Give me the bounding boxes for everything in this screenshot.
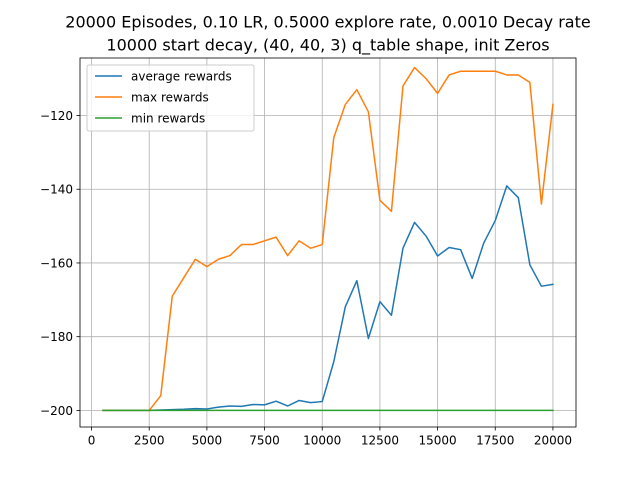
y-tick-label: −160 xyxy=(40,256,73,270)
x-tick-label: 0 xyxy=(88,434,96,448)
plot-area-frame xyxy=(79,57,577,428)
legend-label-average-rewards: average rewards xyxy=(131,70,232,84)
x-tick-label: 7500 xyxy=(249,434,280,448)
series-line-average-rewards xyxy=(102,185,554,412)
plot-series xyxy=(102,66,554,412)
x-tick-label: 20000 xyxy=(534,434,572,448)
y-tick-label: −120 xyxy=(40,109,73,123)
x-tick-label: 2500 xyxy=(134,434,165,448)
legend: average rewards max rewards min rewards xyxy=(86,64,255,132)
y-tick-label: −180 xyxy=(40,330,73,344)
chart-title-line-2: 10000 start decay, (40, 40, 3) q_table s… xyxy=(106,36,549,56)
series-line-max-rewards xyxy=(102,66,554,412)
x-tick-label: 12500 xyxy=(361,434,399,448)
x-tick-label: 10000 xyxy=(303,434,341,448)
y-axis: −200 −180 −160 −140 −120 xyxy=(40,109,80,418)
x-tick-label: 5000 xyxy=(192,434,223,448)
legend-label-min-rewards: min rewards xyxy=(131,112,205,126)
x-tick-label: 17500 xyxy=(476,434,514,448)
legend-box xyxy=(86,64,255,132)
y-tick-label: −200 xyxy=(40,404,73,418)
y-tick-label: −140 xyxy=(40,183,73,197)
chart-title-line-1: 20000 Episodes, 0.10 LR, 0.5000 explore … xyxy=(65,13,590,32)
legend-label-max-rewards: max rewards xyxy=(131,91,209,105)
x-axis: 0 2500 5000 7500 10000 12500 15000 17500 20000 xyxy=(88,427,572,448)
x-tick-label: 15000 xyxy=(418,434,456,448)
